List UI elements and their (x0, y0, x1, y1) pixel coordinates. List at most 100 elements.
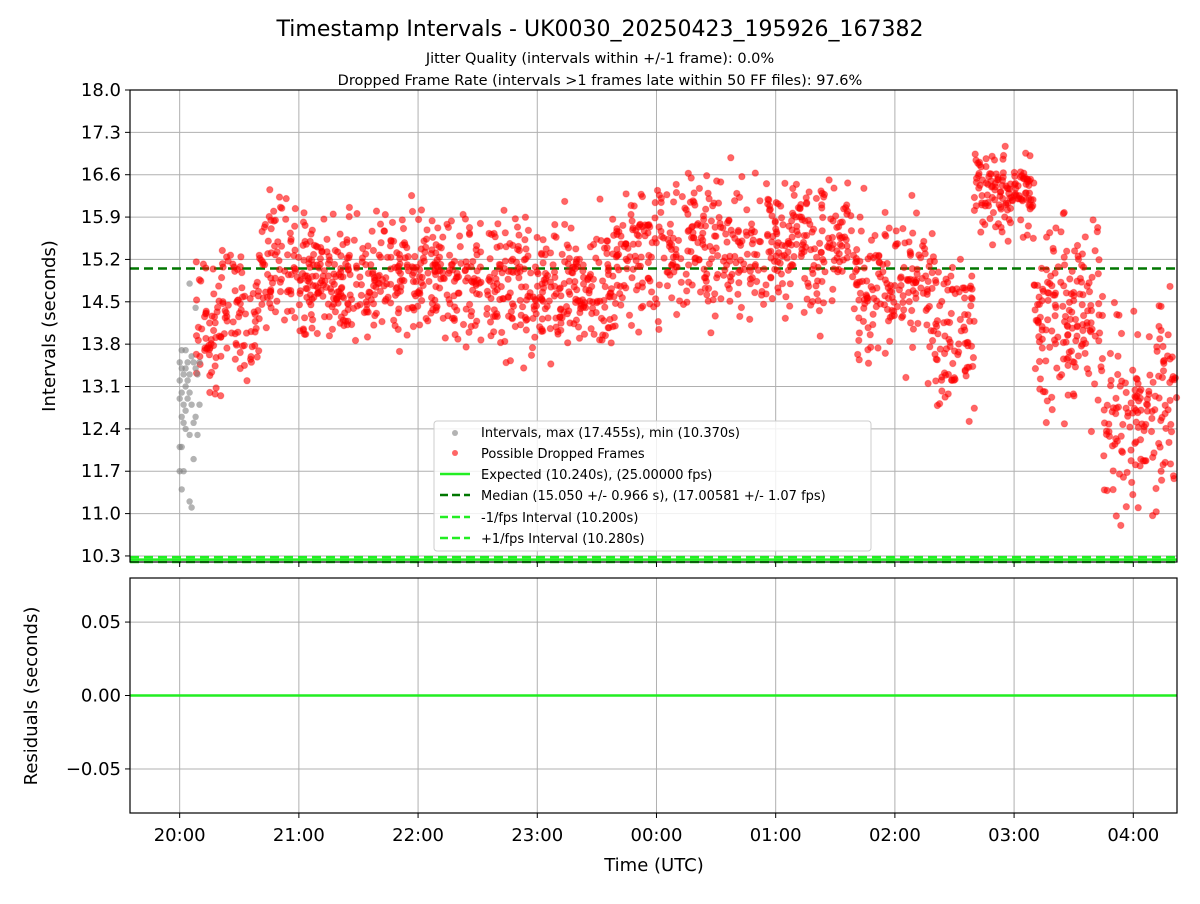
dropped-frame-point (942, 345, 951, 353)
dropped-frame-point (763, 230, 772, 239)
dropped-frame-point (637, 304, 645, 312)
dropped-frame-point (810, 245, 819, 253)
dropped-frame-point (1140, 426, 1148, 435)
dropped-frame-point (854, 350, 862, 359)
dropped-frame-point (381, 210, 389, 219)
dropped-frame-point (893, 302, 902, 311)
dropped-frame-point (561, 197, 569, 206)
dropped-frame-point (450, 316, 459, 325)
dropped-frame-point (690, 189, 698, 197)
dropped-frame-point (415, 321, 424, 329)
dropped-frame-point (735, 193, 744, 202)
x-axis-label: Time (UTC) (603, 855, 704, 876)
dropped-frame-point (875, 258, 883, 266)
dropped-frame-point (472, 290, 481, 298)
dropped-frame-point (524, 226, 533, 235)
dropped-frame-point (1127, 399, 1135, 407)
dropped-frame-point (669, 198, 678, 206)
dropped-frame-point (356, 273, 364, 281)
dropped-frame-point (347, 295, 356, 304)
dropped-frame-point (1142, 457, 1150, 465)
dropped-frame-point (773, 266, 782, 275)
intervals-y-tick-label: 17.3 (81, 122, 121, 143)
dropped-frame-point (813, 290, 821, 298)
dropped-frame-point (358, 254, 367, 262)
dropped-frame-point (296, 276, 304, 285)
dropped-frame-point (336, 230, 344, 238)
dropped-frame-point (476, 219, 485, 228)
dropped-frame-point (550, 268, 559, 276)
dropped-frame-point (282, 194, 290, 203)
dropped-frame-point (1059, 338, 1068, 347)
dropped-frame-point (754, 266, 762, 274)
dropped-frame-point (789, 184, 797, 193)
dropped-frame-point (825, 176, 833, 184)
dropped-frame-point (570, 320, 578, 328)
dropped-frame-point (1029, 202, 1037, 210)
dropped-frame-point (266, 186, 274, 194)
x-tick-label: 23:00 (511, 825, 563, 846)
dropped-frame-point (657, 208, 665, 217)
dropped-frame-point (806, 301, 815, 309)
dropped-frame-point (1072, 337, 1080, 345)
dropped-frame-point (607, 285, 616, 293)
dropped-frame-point (768, 212, 776, 220)
dropped-frame-point (898, 313, 906, 322)
dropped-frame-point (924, 277, 932, 286)
dropped-frame-point (786, 280, 794, 288)
dropped-frame-point (709, 247, 717, 255)
dropped-frame-point (598, 277, 607, 285)
dropped-frame-point (900, 263, 908, 272)
x-tick-label: 04:00 (1107, 825, 1159, 846)
dropped-frame-point (613, 251, 621, 260)
dropped-frame-point (923, 321, 931, 329)
legend-label-dropped: Possible Dropped Frames (481, 447, 645, 462)
dropped-frame-point (276, 203, 285, 212)
dropped-frame-point (965, 417, 973, 426)
intervals-points (176, 142, 1181, 530)
dropped-frame-point (322, 283, 331, 291)
dropped-frame-point (574, 323, 583, 331)
dropped-frame-point (1052, 303, 1060, 312)
dropped-frame-point (687, 247, 695, 256)
dropped-frame-point (636, 262, 645, 270)
dropped-frame-point (383, 253, 392, 261)
dropped-frame-point (1031, 364, 1040, 373)
dropped-frame-point (674, 236, 683, 245)
dropped-frame-point (597, 314, 606, 322)
interval-point (192, 365, 199, 372)
dropped-frame-point (274, 238, 282, 246)
dropped-frame-point (600, 244, 609, 252)
dropped-frame-point (364, 269, 373, 278)
intervals-y-tick-label: 11.0 (81, 504, 121, 525)
dropped-frame-point (443, 291, 451, 299)
dropped-frame-point (378, 276, 387, 284)
dropped-frame-point (996, 192, 1004, 200)
dropped-frame-point (666, 220, 675, 228)
dropped-frame-point (467, 322, 475, 331)
dropped-frame-point (1042, 233, 1051, 241)
dropped-frame-point (625, 311, 634, 319)
dropped-frame-point (408, 271, 417, 279)
dropped-frame-point (890, 307, 898, 315)
dropped-frame-point (537, 249, 546, 258)
interval-point (182, 407, 189, 414)
dropped-frame-point (1048, 393, 1056, 401)
dropped-frame-point (1131, 386, 1139, 394)
dropped-frame-point (765, 248, 773, 256)
dropped-frame-point (364, 242, 372, 250)
dropped-frame-point (1126, 423, 1134, 431)
dropped-frame-point (1098, 354, 1107, 363)
dropped-frame-point (947, 309, 955, 318)
dropped-frame-point (1094, 223, 1102, 232)
dropped-frame-point (521, 236, 529, 244)
dropped-frame-point (701, 222, 710, 230)
dropped-frame-point (1100, 452, 1108, 460)
dropped-frame-point (549, 261, 557, 269)
dropped-frame-point (1161, 458, 1169, 467)
dropped-frame-point (1129, 366, 1137, 374)
dropped-frame-point (682, 270, 690, 278)
dropped-frame-point (762, 180, 771, 188)
dropped-frame-point (283, 251, 292, 259)
dropped-frame-point (1112, 409, 1120, 418)
